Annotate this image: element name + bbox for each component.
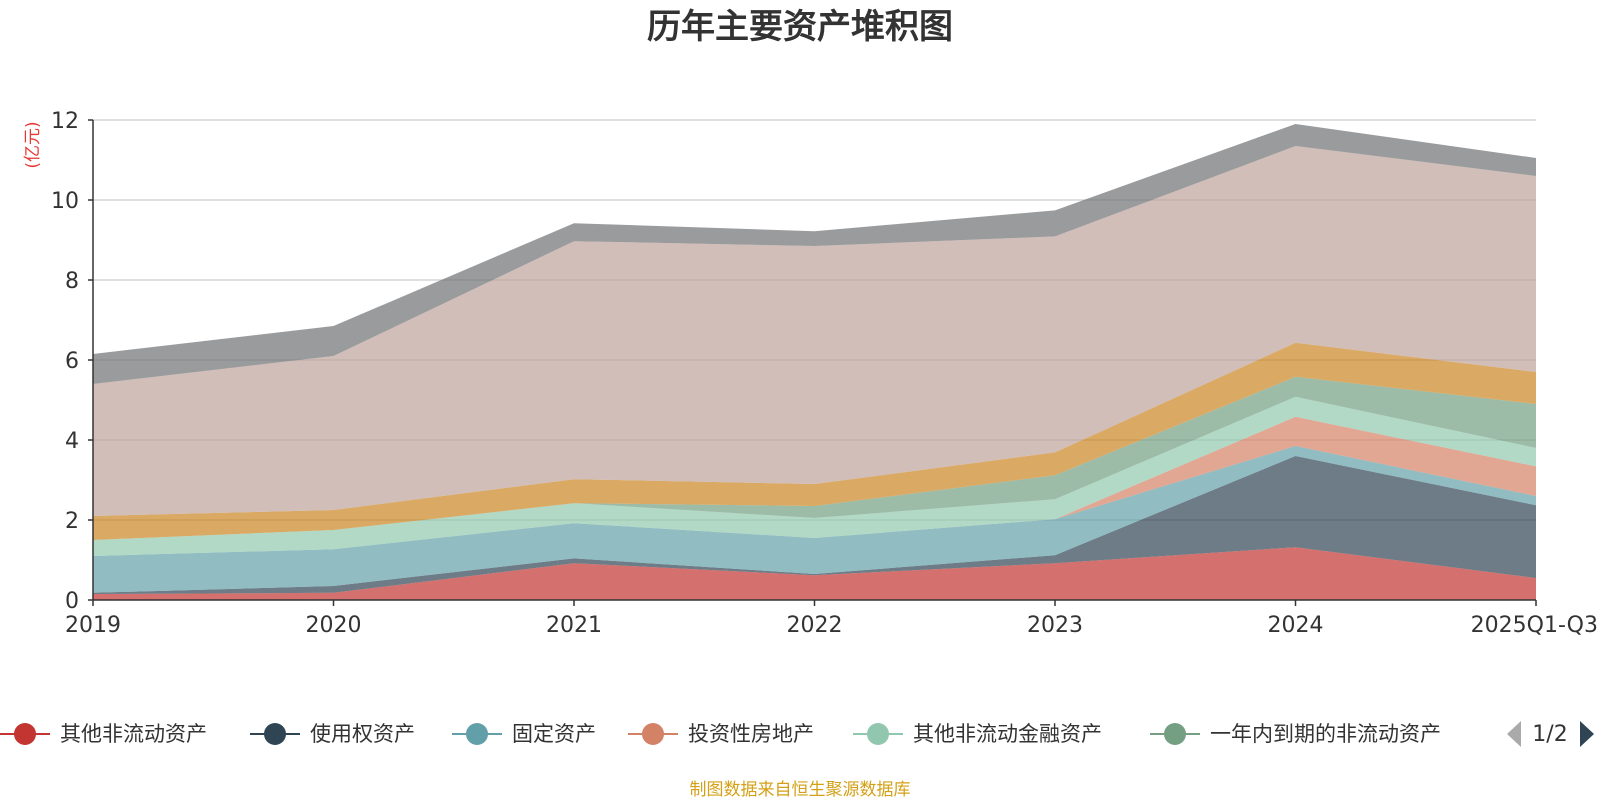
data-source-note: 制图数据来自恒生聚源数据库 [690,780,911,800]
legend-marker-icon [867,723,889,745]
x-tick-label: 2019 [65,613,121,638]
area-5[interactable] [93,376,1536,540]
y-axis-unit: (亿元) [23,121,43,168]
legend-item[interactable]: 投资性房地产 [628,722,814,746]
x-tick-label: 2021 [546,613,602,638]
y-tick-label: 4 [65,429,79,454]
y-tick-label: 2 [65,509,79,534]
chart-title: 历年主要资产堆积图 [647,7,953,47]
legend-item[interactable]: 其他非流动资产 [0,722,207,746]
area-7[interactable] [93,146,1536,516]
x-tick-label: 2022 [787,613,843,638]
x-tick-label: 2025Q1-Q3 [1471,613,1598,638]
legend-label: 其他非流动金融资产 [913,722,1102,746]
legend-pager: 1/2 [1507,721,1594,747]
x-tick-label: 2023 [1027,613,1083,638]
legend-item[interactable]: 其他非流动金融资产 [853,722,1102,746]
axes: 0 2 4 6 8 10 12 2019 2020 2021 2022 2023 2024 2025Q1-… [51,109,1598,638]
legend-label: 其他非流动资产 [60,722,207,746]
y-tick-label: 8 [65,269,79,294]
area-2[interactable] [93,446,1536,593]
legend-item[interactable]: 使用权资产 [250,722,415,746]
legend-marker-icon [1164,723,1186,745]
legend-marker-icon [264,723,286,745]
legend-item[interactable]: 一年内到期的非流动资产 [1150,722,1441,746]
legend: 其他非流动资产 使用权资产 固定资产 投资性房地产 其他非流动金融资产 一年内到期的非流动… [0,722,1441,746]
legend-label: 一年内到期的非流动资产 [1210,722,1441,746]
x-tick-label: 2024 [1268,613,1324,638]
x-tick-label: 2020 [306,613,362,638]
area-series [93,124,1536,600]
y-tick-label: 6 [65,349,79,374]
legend-label: 投资性房地产 [688,722,814,746]
legend-marker-icon [466,723,488,745]
legend-label: 固定资产 [512,722,596,746]
area-4[interactable] [93,396,1536,556]
y-tick-label: 0 [65,589,79,614]
area-6[interactable] [93,342,1536,540]
legend-item[interactable]: 固定资产 [452,722,596,746]
legend-marker-icon [14,723,36,745]
area-1[interactable] [93,456,1536,594]
area-0[interactable] [93,547,1536,600]
y-tick-label: 10 [51,189,79,214]
legend-page-indicator: 1/2 [1532,722,1567,747]
legend-marker-icon [642,723,664,745]
legend-prev-icon[interactable] [1507,721,1521,747]
y-tick-label: 12 [51,109,79,134]
legend-next-icon[interactable] [1580,721,1594,747]
area-8[interactable] [93,124,1536,384]
legend-label: 使用权资产 [310,722,415,746]
